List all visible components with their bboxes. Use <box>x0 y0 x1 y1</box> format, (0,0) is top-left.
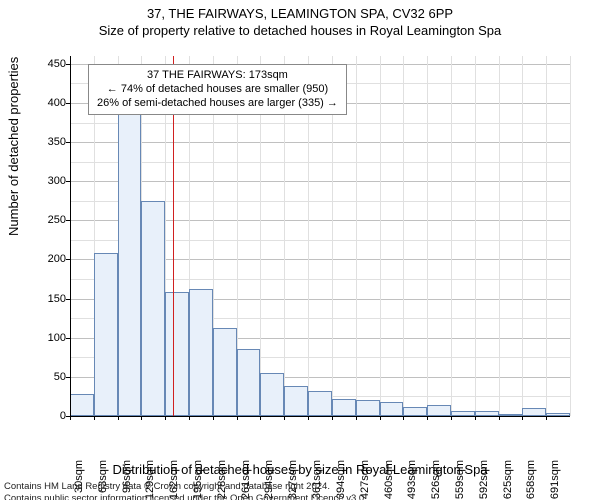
grid-line-h-minor <box>70 162 570 163</box>
x-tick-mark <box>475 416 476 420</box>
x-tick-mark <box>499 416 500 420</box>
histogram-bar <box>427 405 451 416</box>
annotation-line-3: 26% of semi-detached houses are larger (… <box>97 97 338 111</box>
histogram-bar <box>356 400 380 416</box>
annotation-line-1: 37 THE FAIRWAYS: 173sqm <box>97 69 338 83</box>
y-tick-mark <box>66 338 70 339</box>
x-tick-mark <box>141 416 142 420</box>
annotation-box: 37 THE FAIRWAYS: 173sqm← 74% of detached… <box>88 64 347 115</box>
annotation-line-2: ← 74% of detached houses are smaller (95… <box>97 83 338 97</box>
histogram-bar <box>284 386 308 416</box>
grid-line-h <box>70 181 570 182</box>
y-tick-label: 400 <box>6 97 66 109</box>
histogram-bar <box>308 391 332 416</box>
x-tick-mark <box>260 416 261 420</box>
grid-line-v <box>522 56 523 416</box>
histogram-bar <box>189 289 213 416</box>
y-tick-label: 250 <box>6 214 66 226</box>
footer-attribution: Contains HM Land Registry data © Crown c… <box>4 481 367 500</box>
grid-line-v <box>380 56 381 416</box>
x-tick-mark <box>451 416 452 420</box>
x-tick-mark <box>522 416 523 420</box>
histogram-bar <box>403 407 427 416</box>
y-tick-label: 100 <box>6 332 66 344</box>
histogram-bar <box>94 253 118 416</box>
histogram-bar <box>380 402 404 416</box>
y-tick-mark <box>66 181 70 182</box>
y-tick-label: 150 <box>6 293 66 305</box>
histogram-bar <box>237 349 261 416</box>
x-tick-mark <box>356 416 357 420</box>
plot-area: 37 THE FAIRWAYS: 173sqm← 74% of detached… <box>70 56 570 416</box>
footer-line-1: Contains HM Land Registry data © Crown c… <box>4 481 367 492</box>
grid-line-v <box>403 56 404 416</box>
x-tick-mark <box>94 416 95 420</box>
x-tick-mark <box>70 416 71 420</box>
histogram-bar <box>70 394 94 416</box>
y-tick-mark <box>66 259 70 260</box>
x-tick-mark <box>403 416 404 420</box>
grid-line-v <box>427 56 428 416</box>
y-tick-label: 450 <box>6 58 66 70</box>
x-tick-mark <box>189 416 190 420</box>
y-tick-mark <box>66 142 70 143</box>
y-tick-label: 200 <box>6 253 66 265</box>
y-tick-label: 0 <box>6 410 66 422</box>
histogram-bar <box>260 373 284 416</box>
y-tick-mark <box>66 377 70 378</box>
x-axis-line <box>70 416 570 417</box>
histogram-bar <box>165 292 189 416</box>
histogram-bar <box>522 408 546 416</box>
histogram-bar <box>213 328 237 416</box>
y-tick-label: 50 <box>6 371 66 383</box>
y-tick-mark <box>66 299 70 300</box>
x-tick-mark <box>165 416 166 420</box>
grid-line-v <box>546 56 547 416</box>
histogram-bar <box>141 201 165 416</box>
x-tick-mark <box>332 416 333 420</box>
x-tick-mark <box>118 416 119 420</box>
x-tick-mark <box>284 416 285 420</box>
y-tick-label: 300 <box>6 175 66 187</box>
grid-line-v <box>475 56 476 416</box>
x-tick-mark <box>380 416 381 420</box>
grid-line-h-minor <box>70 123 570 124</box>
x-axis-label: Distribution of detached houses by size … <box>0 462 600 477</box>
histogram-bar <box>118 87 142 416</box>
y-tick-label: 350 <box>6 136 66 148</box>
grid-line-v <box>451 56 452 416</box>
chart-subtitle: Size of property relative to detached ho… <box>0 23 600 38</box>
x-tick-mark <box>546 416 547 420</box>
y-tick-mark <box>66 103 70 104</box>
grid-line-v <box>499 56 500 416</box>
x-tick-mark <box>213 416 214 420</box>
x-tick-mark <box>427 416 428 420</box>
chart-container: 37, THE FAIRWAYS, LEAMINGTON SPA, CV32 6… <box>0 6 600 500</box>
y-tick-mark <box>66 220 70 221</box>
grid-line-h <box>70 142 570 143</box>
y-tick-mark <box>66 64 70 65</box>
chart-title: 37, THE FAIRWAYS, LEAMINGTON SPA, CV32 6… <box>0 6 600 21</box>
footer-line-2: Contains public sector information licen… <box>4 493 367 500</box>
histogram-bar <box>332 399 356 416</box>
x-tick-mark <box>237 416 238 420</box>
grid-line-v <box>356 56 357 416</box>
grid-line-v <box>570 56 571 416</box>
x-tick-mark <box>308 416 309 420</box>
y-axis-line <box>70 56 71 416</box>
